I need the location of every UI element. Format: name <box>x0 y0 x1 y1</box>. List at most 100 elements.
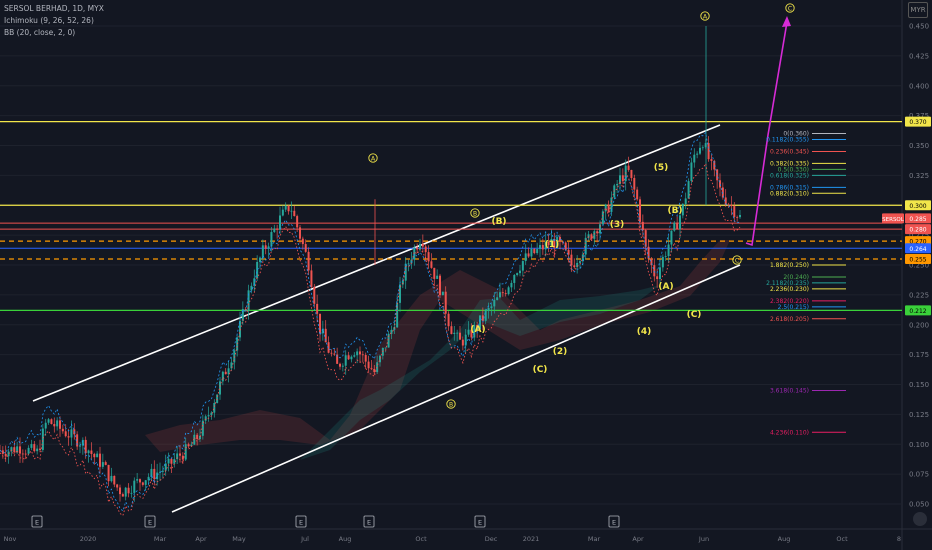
candle-body <box>730 204 733 207</box>
candle-body <box>116 484 119 488</box>
candle-body <box>119 487 121 495</box>
fib-level-label: 2.618(0.205) <box>770 316 809 323</box>
price-tag-label: 0.270 <box>909 239 926 246</box>
price-tick-label: 0.175 <box>909 351 929 359</box>
candle-body <box>1 450 4 454</box>
candle-body <box>261 245 264 258</box>
wave-label-circle <box>732 255 742 265</box>
price-tick-label: 0.350 <box>909 142 929 150</box>
candle-body <box>524 253 527 262</box>
candle-body <box>519 270 521 274</box>
candle-body <box>227 368 230 375</box>
candle-body <box>564 242 567 250</box>
candle-body <box>387 333 390 348</box>
candle-body <box>739 214 741 218</box>
price-tick-label: 0.250 <box>909 262 929 270</box>
candle-body <box>610 197 613 212</box>
candle-body <box>101 462 104 467</box>
candle-body <box>461 339 464 346</box>
candle-body <box>41 428 44 450</box>
candle-body <box>187 444 190 447</box>
candle-body <box>304 244 307 252</box>
wave-label-circle <box>470 208 480 218</box>
candle-body <box>676 222 679 230</box>
candle-body <box>259 257 261 262</box>
candle-body <box>584 237 587 255</box>
candle-body <box>733 206 736 217</box>
ichimoku-base-line <box>0 162 741 517</box>
candle-body <box>16 446 19 453</box>
price-tick-label: 0.450 <box>909 23 929 31</box>
candle-body <box>230 362 233 369</box>
candle-body <box>441 291 444 296</box>
candle-body <box>539 245 541 250</box>
candle-body <box>296 216 299 228</box>
candle-body <box>424 246 427 253</box>
candle-body <box>587 234 590 238</box>
candle-body <box>70 429 73 438</box>
candle-body <box>96 453 99 458</box>
candle-body <box>356 351 359 356</box>
candle-body <box>419 243 421 250</box>
candle-body <box>33 444 36 452</box>
candle-body <box>427 252 430 262</box>
candle-body <box>450 326 453 335</box>
scroll-to-realtime-button[interactable] <box>913 512 927 526</box>
price-tag <box>905 224 931 235</box>
currency-button[interactable]: MYR <box>908 2 928 18</box>
candle-body <box>353 355 356 357</box>
ichimoku-legend[interactable]: Ichimoku (9, 26, 52, 26) <box>4 16 94 25</box>
candle-body <box>641 221 644 231</box>
symbol-title[interactable]: SERSOL BERHAD, 1D, MYX <box>4 4 104 13</box>
candle-body <box>647 246 650 259</box>
time-tick-label: Mar <box>588 535 601 543</box>
candle-body <box>416 247 419 250</box>
candle-body <box>359 351 361 355</box>
wave-label: A <box>371 155 376 162</box>
wave-label-circle <box>368 153 378 163</box>
candle-body <box>210 412 213 416</box>
symbol-price-tag <box>882 213 904 224</box>
candle-body <box>121 494 124 497</box>
fib-level-label: 0.5(0.330) <box>778 166 809 173</box>
wave-label-circle <box>446 399 456 409</box>
candle-body <box>64 431 67 437</box>
candle-body <box>607 204 610 212</box>
candle-body <box>216 394 219 403</box>
candle-body <box>673 222 676 231</box>
wave-label: (C) <box>687 310 702 320</box>
candle-body <box>421 243 424 247</box>
candle-body <box>633 177 636 190</box>
candle-body <box>276 228 279 230</box>
fib-level-label: 0.882(0.310) <box>770 190 809 197</box>
candle-body <box>727 204 730 206</box>
time-tick-label: Aug <box>339 535 352 543</box>
candle-body <box>367 361 370 369</box>
candle-body <box>293 210 296 217</box>
price-tag-label: 0.300 <box>909 203 926 210</box>
candle-body <box>313 286 316 304</box>
candle-body <box>13 447 16 453</box>
candle-body <box>621 175 624 182</box>
price-tick-label: 0.100 <box>909 441 929 449</box>
earnings-marker-label: E <box>299 519 303 527</box>
bb-legend[interactable]: BB (20, close, 2, 0) <box>4 28 76 37</box>
fib-level-label: 2(0.240) <box>783 274 809 281</box>
candle-body <box>310 270 313 287</box>
fib-level-label: 0(0.360) <box>783 131 809 138</box>
candle-body <box>541 245 544 250</box>
wave-label-circle <box>700 11 710 21</box>
candle-body <box>250 285 253 291</box>
price-tag <box>905 243 931 254</box>
ichimoku-cloud-red <box>145 240 730 452</box>
candle-body <box>439 275 441 296</box>
candle-body <box>61 428 64 432</box>
price-tick-label: 0.375 <box>909 112 929 120</box>
candle-body <box>167 458 170 464</box>
time-tick-label: 8 <box>897 535 901 543</box>
candle-body <box>247 290 250 311</box>
candle-body <box>547 241 550 246</box>
candle-body <box>267 246 270 249</box>
candle-body <box>136 479 139 481</box>
